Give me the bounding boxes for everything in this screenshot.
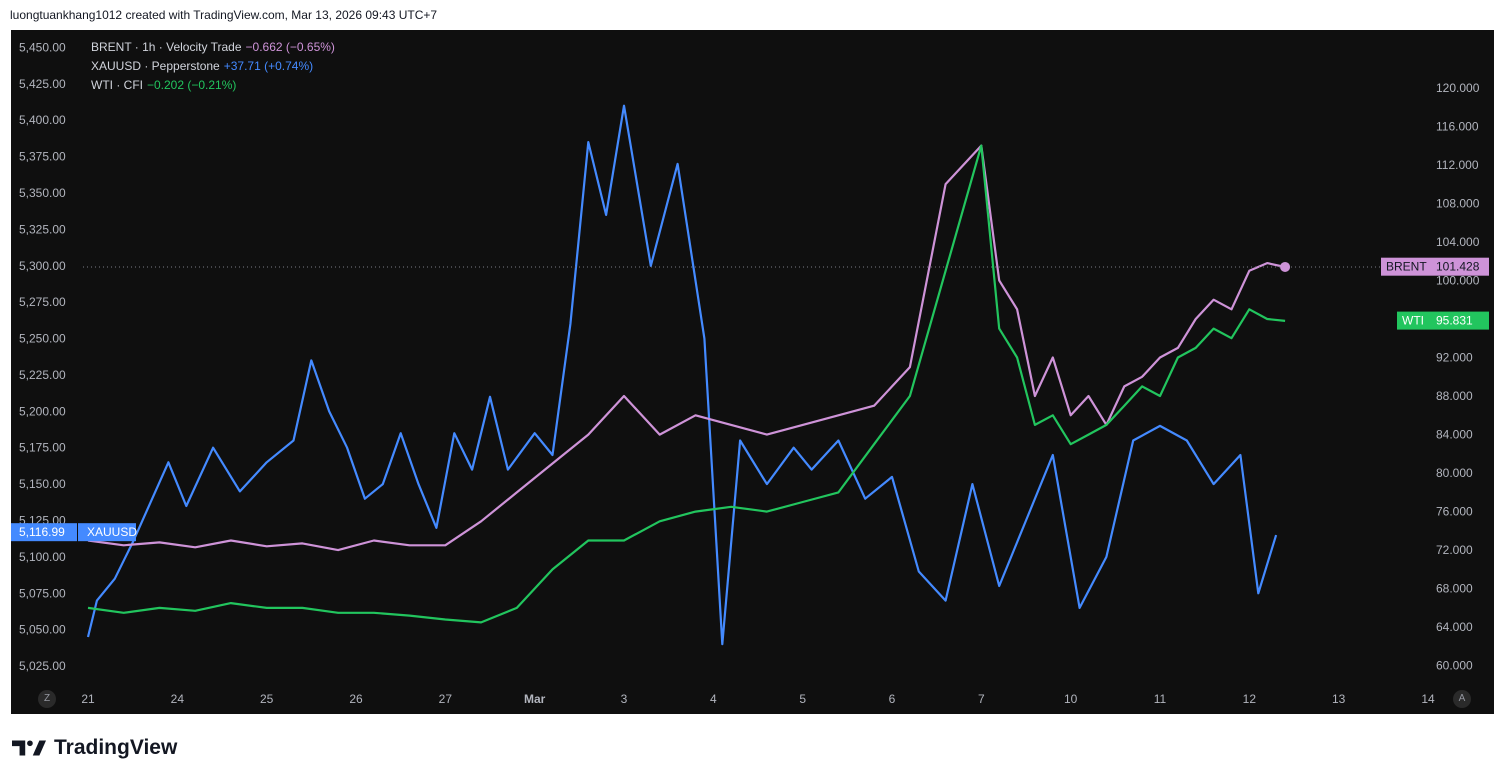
legend-brent-name: BRENT · 1h · Velocity Trade	[91, 40, 242, 54]
left-axis-tick: 5,050.00	[19, 623, 66, 637]
x-axis-tick: 25	[260, 692, 274, 706]
right-axis-tick: 116.000	[1436, 119, 1479, 133]
price-label-xauusd-value: 5,116.99	[19, 525, 65, 539]
left-axis-tick: 5,350.00	[19, 186, 66, 200]
x-axis-tick: 6	[889, 692, 896, 706]
left-axis-tick: 5,400.00	[19, 113, 66, 127]
price-label-xauusd-value-bg	[11, 523, 77, 542]
price-label-brent-name-bg	[1381, 257, 1431, 276]
price-label-xauusd-name-bg	[78, 523, 136, 542]
legend-wti-name: WTI · CFI	[91, 78, 143, 92]
x-axis-tick: 14	[1421, 692, 1435, 706]
legend-brent-change: −0.662 (−0.65%)	[245, 40, 335, 54]
x-axis-tick: 13	[1332, 692, 1346, 706]
price-label-brent-value-bg	[1431, 257, 1489, 276]
legend-wti[interactable]: WTI · CFI −0.202 (−0.21%)	[91, 76, 335, 95]
left-axis-tick: 5,300.00	[19, 259, 66, 273]
left-axis-tick: 5,325.00	[19, 222, 66, 236]
x-axis-tick: 10	[1064, 692, 1078, 706]
legend-xauusd[interactable]: XAUUSD · Pepperstone +37.71 (+0.74%)	[91, 57, 335, 76]
price-label-wti-name-bg	[1397, 311, 1431, 330]
x-axis-tick: Mar	[524, 692, 546, 706]
left-axis-tick: 5,375.00	[19, 150, 66, 164]
brand-name: TradingView	[54, 736, 178, 759]
right-axis-tick: 84.000	[1436, 428, 1473, 442]
chart-attribution: luongtuankhang1012 created with TradingV…	[10, 8, 438, 22]
brent-last-point	[1280, 261, 1291, 272]
auto-scale-button[interactable]: A	[1453, 690, 1471, 708]
tradingview-logo-icon	[12, 740, 46, 756]
left-axis-tick: 5,425.00	[19, 77, 66, 91]
x-axis-tick: 7	[978, 692, 985, 706]
left-axis-tick: 5,225.00	[19, 368, 66, 382]
price-label-wti-name: WTI	[1402, 314, 1424, 328]
left-axis-tick: 5,100.00	[19, 550, 66, 564]
x-axis-tick: 4	[710, 692, 717, 706]
right-axis-tick: 120.000	[1436, 81, 1480, 95]
price-label-wti-value: 95.831	[1436, 314, 1473, 328]
x-axis-tick: 11	[1154, 692, 1167, 706]
left-axis-tick: 5,200.00	[19, 404, 66, 418]
right-axis-tick: 100.000	[1436, 273, 1480, 287]
legend-brent[interactable]: BRENT · 1h · Velocity Trade −0.662 (−0.6…	[91, 38, 335, 57]
left-axis-tick: 5,250.00	[19, 332, 66, 346]
x-axis-tick: 24	[171, 692, 185, 706]
left-axis-tick: 5,150.00	[19, 477, 66, 491]
series-legend: BRENT · 1h · Velocity Trade −0.662 (−0.6…	[91, 38, 335, 95]
right-axis-tick: 104.000	[1436, 235, 1480, 249]
chart-svg[interactable]: 5,450.00 5,425.00 5,400.00 5,375.00 5,350.00…	[11, 30, 1494, 714]
right-axis-tick: 72.000	[1436, 543, 1473, 557]
left-axis-tick: 5,025.00	[19, 659, 66, 673]
legend-wti-change: −0.202 (−0.21%)	[146, 78, 237, 92]
price-label-brent-name: BRENT	[1386, 260, 1427, 274]
right-axis-tick: 92.000	[1436, 351, 1473, 365]
left-axis-tick: 5,075.00	[19, 586, 66, 600]
x-axis-tick: 26	[349, 692, 363, 706]
series-line-wti	[87, 144, 1286, 624]
left-axis-tick: 5,275.00	[19, 295, 66, 309]
series-line-brent	[87, 144, 1286, 552]
left-axis-tick: 5,450.00	[19, 40, 66, 54]
tradingview-logo[interactable]: TradingView	[12, 736, 177, 760]
right-axis-tick: 76.000	[1436, 505, 1473, 519]
legend-xauusd-change: +37.71 (+0.74%)	[223, 59, 314, 73]
right-axis-tick: 108.000	[1436, 196, 1480, 210]
x-axis-tick: 5	[799, 692, 806, 706]
chart-panel[interactable]: 5,450.00 5,425.00 5,400.00 5,375.00 5,350.00…	[11, 30, 1494, 714]
right-axis-tick: 64.000	[1436, 620, 1473, 634]
series-line-xauusd	[86, 104, 1278, 646]
right-axis-tick: 88.000	[1436, 389, 1473, 403]
right-axis-tick: 68.000	[1436, 582, 1473, 596]
price-label-xauusd-name: XAUUSD	[87, 525, 137, 539]
x-axis-tick: 27	[439, 692, 453, 706]
x-axis-tick: 12	[1243, 692, 1257, 706]
price-label-brent-value: 101.428	[1436, 260, 1480, 274]
x-axis-tick: 3	[621, 692, 628, 706]
right-axis-tick: 80.000	[1436, 466, 1473, 480]
right-axis-tick: 60.000	[1436, 659, 1473, 673]
left-axis-tick: 5,175.00	[19, 441, 66, 455]
timezone-toggle-button[interactable]: Z	[38, 690, 56, 708]
right-axis-tick: 112.000	[1436, 158, 1479, 172]
legend-xauusd-name: XAUUSD · Pepperstone	[91, 59, 220, 73]
x-axis-tick: 21	[81, 692, 95, 706]
price-label-wti-value-bg	[1431, 311, 1489, 330]
